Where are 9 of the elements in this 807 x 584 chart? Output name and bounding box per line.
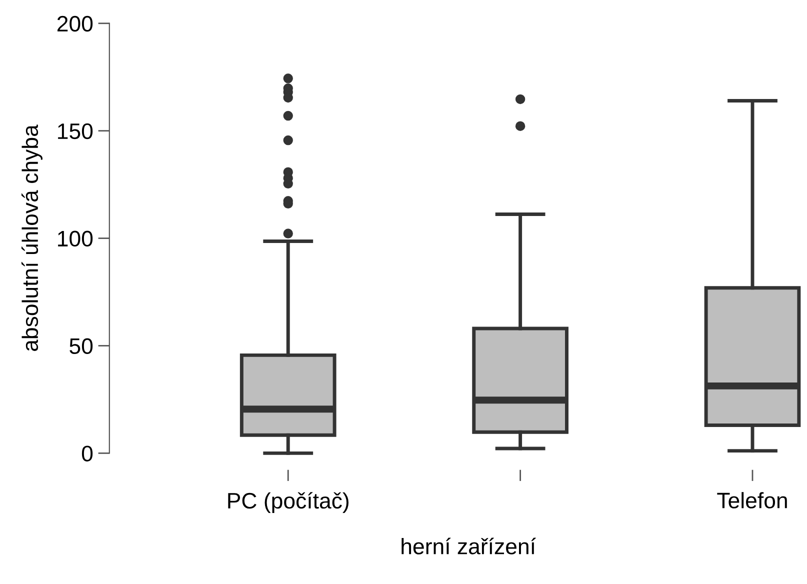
x-tick-label: Telefon bbox=[717, 492, 787, 508]
y-tick-label: 0 bbox=[82, 446, 93, 462]
y-axis-title: absolutní úhlová chyba bbox=[22, 124, 42, 351]
x-tick-label: PC (počítač) bbox=[228, 492, 348, 514]
y-tick-label: 100 bbox=[58, 230, 93, 247]
y-tick-label: 50 bbox=[70, 338, 93, 354]
y-tick-label: 200 bbox=[57, 16, 93, 32]
x-axis-title: herní zařízení bbox=[402, 538, 536, 554]
y-tick-label: 150 bbox=[58, 123, 93, 140]
